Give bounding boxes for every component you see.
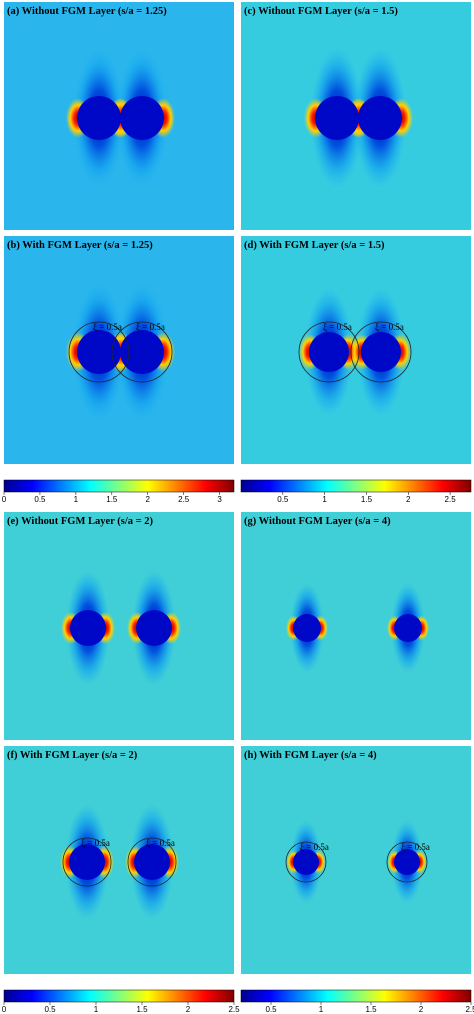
colorbar-tick-label: 0.5 xyxy=(265,1005,277,1014)
panel-title: (e) Without FGM Layer (s/a = 2) xyxy=(7,516,153,527)
colorbar-tick-label: 2.5 xyxy=(445,495,457,504)
layer-annotation: ξ = 0.5a xyxy=(300,842,329,852)
inclusion xyxy=(120,96,164,140)
colorbar-tick-label: 3 xyxy=(217,495,222,504)
panel-title: (g) Without FGM Layer (s/a = 4) xyxy=(244,516,391,527)
panel: ξ = 0.5a ξ = 0.5a xyxy=(4,746,234,974)
colorbar xyxy=(3,989,235,1003)
inclusion xyxy=(394,614,422,642)
fgm-layer-ring xyxy=(68,321,130,383)
colorbar-tick-label: 2 xyxy=(186,1005,191,1014)
inclusion xyxy=(394,849,420,875)
colorbar-tick-label: 0.5 xyxy=(44,1005,56,1014)
inclusion xyxy=(134,844,170,880)
inclusion xyxy=(136,610,172,646)
colorbar xyxy=(240,989,472,1003)
colorbar-tick-label: 1 xyxy=(74,495,79,504)
panel xyxy=(241,2,471,230)
colorbar-tick-label: 2 xyxy=(406,495,411,504)
layer-annotation: ξ = 0.5a xyxy=(136,322,165,332)
panel xyxy=(241,512,471,740)
colorbar xyxy=(3,479,235,493)
panel-title: (d) With FGM Layer (s/a = 1.5) xyxy=(244,240,385,251)
panel-background xyxy=(4,746,234,974)
inclusion xyxy=(293,849,319,875)
panel: ξ = 0.5a ξ = 0.5a xyxy=(241,236,471,464)
colorbar-tick-label: 1.5 xyxy=(106,495,118,504)
colorbar-tick-label: 1.5 xyxy=(365,1005,377,1014)
inclusion xyxy=(77,96,121,140)
colorbar xyxy=(240,479,472,493)
layer-annotation: ξ = 0.5a xyxy=(401,842,430,852)
fgm-layer-ring xyxy=(298,321,360,383)
panel-title: (a) Without FGM Layer (s/a = 1.25) xyxy=(7,6,167,17)
colorbar-tick-label: 2.5 xyxy=(465,1005,474,1014)
inclusion xyxy=(309,332,349,372)
inclusion xyxy=(77,330,121,374)
inclusion xyxy=(315,96,359,140)
inclusion xyxy=(120,330,164,374)
inclusion xyxy=(293,614,321,642)
layer-annotation: ξ = 0.5a xyxy=(375,322,404,332)
colorbar-tick-label: 1.5 xyxy=(136,1005,148,1014)
fgm-layer-ring xyxy=(127,837,177,887)
colorbar-tick-label: 1.5 xyxy=(361,495,373,504)
layer-annotation: ξ = 0.5a xyxy=(93,322,122,332)
colorbar-tick-label: 1 xyxy=(94,1005,99,1014)
panel-title: (c) Without FGM Layer (s/a = 1.5) xyxy=(244,6,398,17)
layer-annotation: ξ = 0.5a xyxy=(146,838,175,848)
inclusion xyxy=(361,332,401,372)
panel-background xyxy=(241,746,471,974)
colorbar-tick-label: 2.5 xyxy=(228,1005,240,1014)
panel: ξ = 0.5a ξ = 0.5a xyxy=(241,746,471,974)
fgm-layer-ring xyxy=(350,321,412,383)
layer-annotation: ξ = 0.5a xyxy=(323,322,352,332)
panel xyxy=(4,2,234,230)
fgm-layer-ring xyxy=(285,841,327,883)
colorbar-tick-label: 2 xyxy=(146,495,151,504)
layer-annotation: ξ = 0.5a xyxy=(81,838,110,848)
fgm-layer-ring xyxy=(111,321,173,383)
colorbar-tick-label: 1 xyxy=(319,1005,324,1014)
colorbar-tick-label: 0 xyxy=(2,1005,7,1014)
colorbar-tick-label: 2.5 xyxy=(178,495,190,504)
panel xyxy=(4,512,234,740)
colorbar-tick-label: 2 xyxy=(419,1005,424,1014)
inclusion xyxy=(358,96,402,140)
colorbar-tick-label: 0.5 xyxy=(277,495,289,504)
panel-title: (b) With FGM Layer (s/a = 1.25) xyxy=(7,240,153,251)
panel-background xyxy=(241,512,471,740)
fgm-layer-ring xyxy=(62,837,112,887)
colorbar-tick-label: 1 xyxy=(322,495,327,504)
inclusion xyxy=(70,610,106,646)
colorbar-tick-label: 0 xyxy=(2,495,7,504)
panel-title: (h) With FGM Layer (s/a = 4) xyxy=(244,750,377,761)
panel: ξ = 0.5a ξ = 0.5a xyxy=(4,236,234,464)
fgm-layer-ring xyxy=(386,841,428,883)
colorbar-tick-label: 0.5 xyxy=(34,495,46,504)
inclusion xyxy=(69,844,105,880)
panel-title: (f) With FGM Layer (s/a = 2) xyxy=(7,750,138,761)
panel-background xyxy=(4,512,234,740)
